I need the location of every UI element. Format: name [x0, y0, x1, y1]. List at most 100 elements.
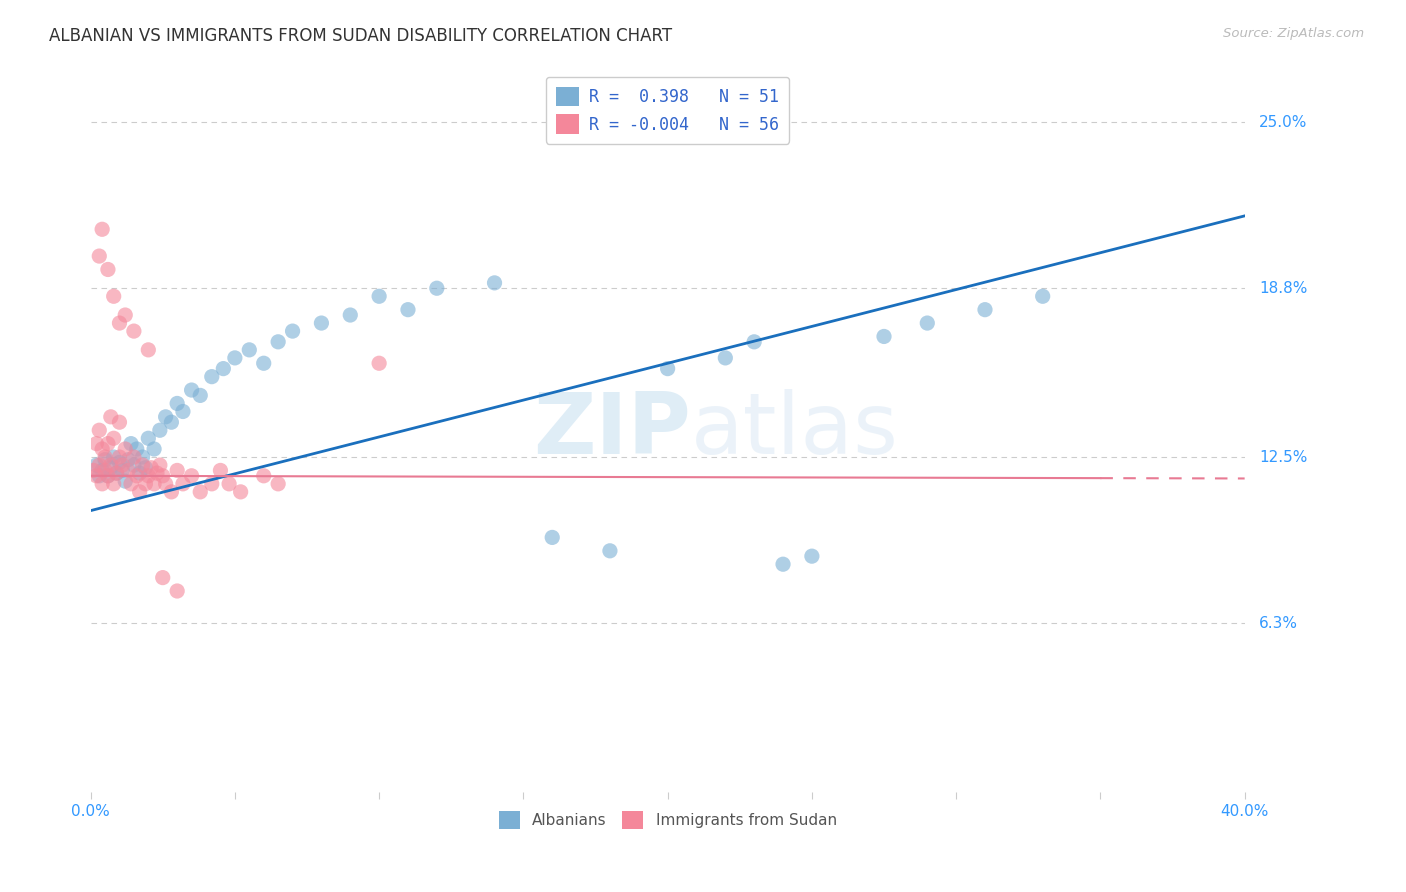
Point	[339, 308, 361, 322]
Text: 18.8%: 18.8%	[1258, 281, 1308, 296]
Point	[94, 452, 117, 467]
Text: Source: ZipAtlas.com: Source: ZipAtlas.com	[1223, 27, 1364, 40]
Point	[311, 316, 333, 330]
Point	[97, 468, 120, 483]
Point	[108, 450, 131, 464]
Text: 25.0%: 25.0%	[1258, 114, 1308, 129]
Point	[108, 415, 131, 429]
Point	[212, 361, 235, 376]
Point	[368, 289, 391, 303]
Point	[89, 423, 111, 437]
Point	[134, 476, 156, 491]
Legend: Albanians, Immigrants from Sudan: Albanians, Immigrants from Sudan	[492, 805, 842, 835]
Point	[426, 281, 449, 295]
Point	[86, 468, 108, 483]
Point	[149, 423, 172, 437]
Point	[134, 460, 156, 475]
Point	[91, 463, 114, 477]
Text: ALBANIAN VS IMMIGRANTS FROM SUDAN DISABILITY CORRELATION CHART: ALBANIAN VS IMMIGRANTS FROM SUDAN DISABI…	[49, 27, 672, 45]
Point	[89, 249, 111, 263]
Point	[714, 351, 737, 365]
Point	[974, 302, 997, 317]
Point	[146, 466, 169, 480]
Point	[172, 404, 194, 418]
Point	[89, 468, 111, 483]
Point	[396, 302, 419, 317]
Point	[873, 329, 896, 343]
Point	[172, 476, 194, 491]
Point	[253, 468, 276, 483]
Point	[131, 458, 153, 472]
Point	[742, 334, 765, 349]
Point	[599, 544, 621, 558]
Point	[917, 316, 939, 330]
Point	[136, 468, 159, 483]
Point	[91, 476, 114, 491]
Point	[91, 442, 114, 456]
Point	[125, 468, 148, 483]
Point	[166, 584, 188, 599]
Point	[94, 463, 117, 477]
Point	[253, 356, 276, 370]
Text: ZIP: ZIP	[533, 389, 690, 472]
Point	[94, 450, 117, 464]
Point	[368, 356, 391, 370]
Point	[114, 474, 136, 488]
Point	[218, 476, 240, 491]
Point	[267, 334, 290, 349]
Point	[114, 442, 136, 456]
Point	[180, 468, 202, 483]
Text: 6.3%: 6.3%	[1258, 615, 1298, 631]
Point	[131, 450, 153, 464]
Point	[128, 466, 150, 480]
Point	[143, 442, 166, 456]
Point	[657, 361, 679, 376]
Point	[117, 452, 139, 467]
Point	[83, 463, 105, 477]
Point	[105, 466, 128, 480]
Point	[1032, 289, 1054, 303]
Point	[120, 436, 142, 450]
Point	[141, 460, 163, 475]
Point	[149, 458, 172, 472]
Point	[136, 431, 159, 445]
Point	[103, 431, 125, 445]
Point	[91, 222, 114, 236]
Point	[152, 571, 174, 585]
Point	[160, 415, 183, 429]
Point	[103, 476, 125, 491]
Point	[86, 458, 108, 472]
Point	[155, 409, 177, 424]
Point	[86, 436, 108, 450]
Point	[100, 458, 122, 472]
Point	[125, 442, 148, 456]
Point	[105, 466, 128, 480]
Point	[100, 460, 122, 475]
Point	[188, 388, 211, 402]
Point	[114, 308, 136, 322]
Point	[201, 369, 224, 384]
Point	[281, 324, 304, 338]
Point	[209, 463, 232, 477]
Point	[122, 450, 145, 464]
Point	[188, 484, 211, 499]
Point	[122, 458, 145, 472]
Point	[111, 458, 134, 472]
Point	[166, 396, 188, 410]
Point	[108, 455, 131, 469]
Point	[136, 343, 159, 357]
Point	[117, 463, 139, 477]
Point	[97, 262, 120, 277]
Point	[152, 468, 174, 483]
Point	[103, 450, 125, 464]
Point	[120, 476, 142, 491]
Point	[100, 409, 122, 424]
Point	[180, 383, 202, 397]
Point	[89, 458, 111, 472]
Point	[267, 476, 290, 491]
Text: 12.5%: 12.5%	[1258, 450, 1308, 465]
Point	[111, 463, 134, 477]
Point	[143, 476, 166, 491]
Point	[122, 324, 145, 338]
Point	[224, 351, 246, 365]
